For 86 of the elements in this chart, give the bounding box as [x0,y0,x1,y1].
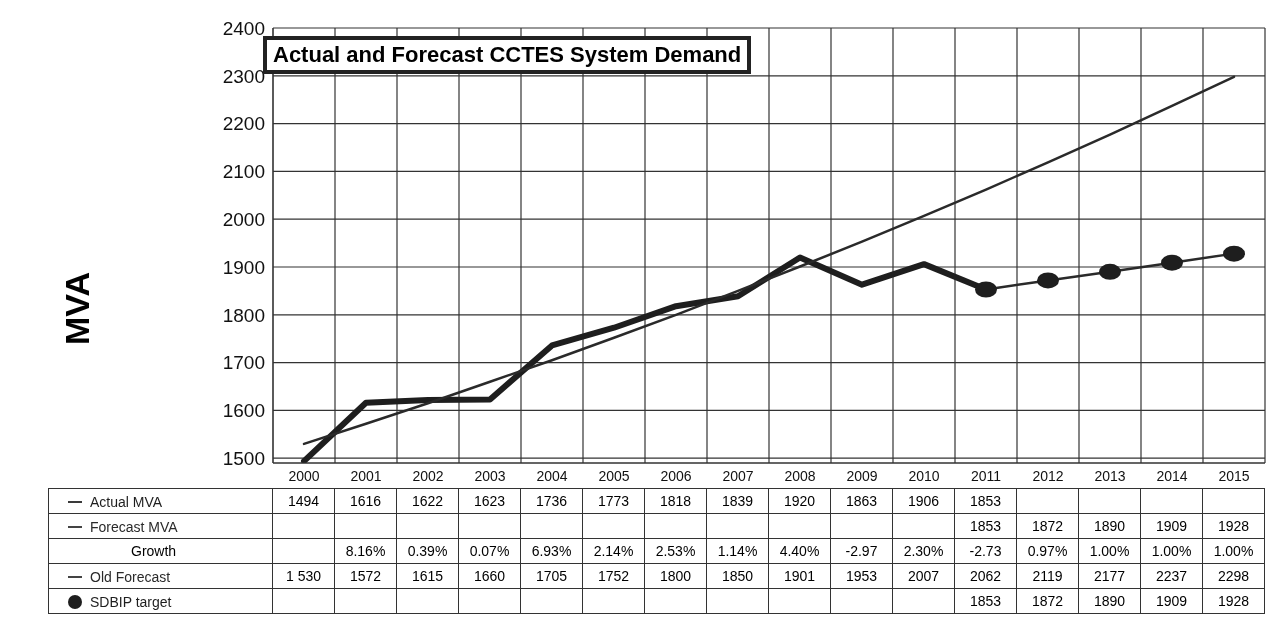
data-label: 1623 [473,493,506,509]
y-tick-label: 1500 [222,447,265,469]
text: Growth [131,543,177,559]
y-tick-label: 2200 [222,113,265,135]
x-tick-label: 2001 [350,467,382,484]
data-label: 2062 [969,568,1002,584]
x-tick-label: 2011 [970,467,1002,484]
text: 8.16% [345,543,386,559]
data-label: 1705 [535,568,568,584]
data-label: 2177 [1093,568,1126,584]
data-label: 1953 [845,568,878,584]
data-label: 1920 [783,493,816,509]
y-tick-label: 1900 [222,256,265,278]
legend-label: Forecast MVA [90,518,178,535]
data-label: 1850 [721,568,754,584]
text: 2.30% [903,543,944,559]
y-tick-label: 1600 [222,400,265,422]
x-tick-label: 2010 [908,467,940,484]
text: 1.00% [1151,543,1192,559]
data-label: 1901 [783,568,816,584]
data-label: 1616 [349,493,382,509]
text: Actual and Forecast CCTES System Demand [273,42,742,67]
data-label: 1818 [659,493,692,509]
data-label: 1872 [1031,593,1064,609]
x-tick-label: 2000 [288,467,320,484]
x-tick-label: 2007 [722,467,754,484]
text: -2.97 [845,543,878,559]
data-label: 2298 [1217,568,1250,584]
text: 1.00% [1213,543,1254,559]
data-label: 1660 [473,568,506,584]
data-label: 1909 [1155,593,1188,609]
data-label: 1890 [1093,593,1126,609]
x-tick-label: 2005 [598,467,630,484]
data-label: 1736 [535,493,568,509]
y-tick-label: 2400 [222,17,265,39]
text: 0.07% [469,543,510,559]
x-tick-label: 2014 [1156,467,1188,484]
legend-label: Old Forecast [90,568,171,585]
legend-label: SDBIP target [90,593,172,610]
data-label: 1839 [721,493,754,509]
data-label: 1890 [1093,518,1126,534]
y-tick-label: 2000 [222,208,265,230]
y-tick-label: 1700 [222,352,265,374]
data-label: 1872 [1031,518,1064,534]
y-tick-label: 1800 [222,304,265,326]
data-label: 1572 [349,568,382,584]
y-axis-title: MVA [58,271,98,345]
x-tick-label: 2008 [784,467,816,484]
text: 0.97% [1027,543,1068,559]
text: 4.40% [779,543,820,559]
data-label: 2237 [1155,568,1188,584]
data-label: 1853 [969,518,1002,534]
data-label: 1853 [969,593,1002,609]
x-tick-label: 2006 [660,467,692,484]
x-tick-label: 2009 [846,467,878,484]
data-label: 1752 [597,568,630,584]
data-label: 1928 [1217,593,1250,609]
text: 1.14% [717,543,758,559]
data-label: 1800 [659,568,692,584]
x-tick-label: 2004 [536,467,568,484]
text: 2.53% [655,543,696,559]
y-tick-label: 2100 [222,161,265,183]
y-tick-label: 2300 [222,65,265,87]
x-tick-label: 2003 [474,467,506,484]
text: 6.93% [531,543,572,559]
text: 2.14% [593,543,634,559]
x-tick-label: 2015 [1218,467,1250,484]
data-label: 1928 [1217,518,1250,534]
data-label: 1 530 [285,568,322,584]
data-label: 2119 [1032,568,1063,584]
legend-label: Actual MVA [90,493,163,510]
text: -2.73 [969,543,1002,559]
data-label: 1863 [845,493,878,509]
text: 0.39% [407,543,448,559]
data-label: 1909 [1155,518,1188,534]
x-tick-label: 2013 [1094,467,1126,484]
data-label: 1773 [597,493,630,509]
x-tick-label: 2002 [412,467,444,484]
data-label: 1853 [969,493,1002,509]
data-label: 1615 [411,568,444,584]
data-label: 1494 [287,493,320,509]
data-label: 1906 [907,493,940,509]
text: 1.00% [1089,543,1130,559]
x-tick-label: 2012 [1032,467,1064,484]
data-label: 1622 [411,493,444,509]
data-label: 2007 [907,568,940,584]
